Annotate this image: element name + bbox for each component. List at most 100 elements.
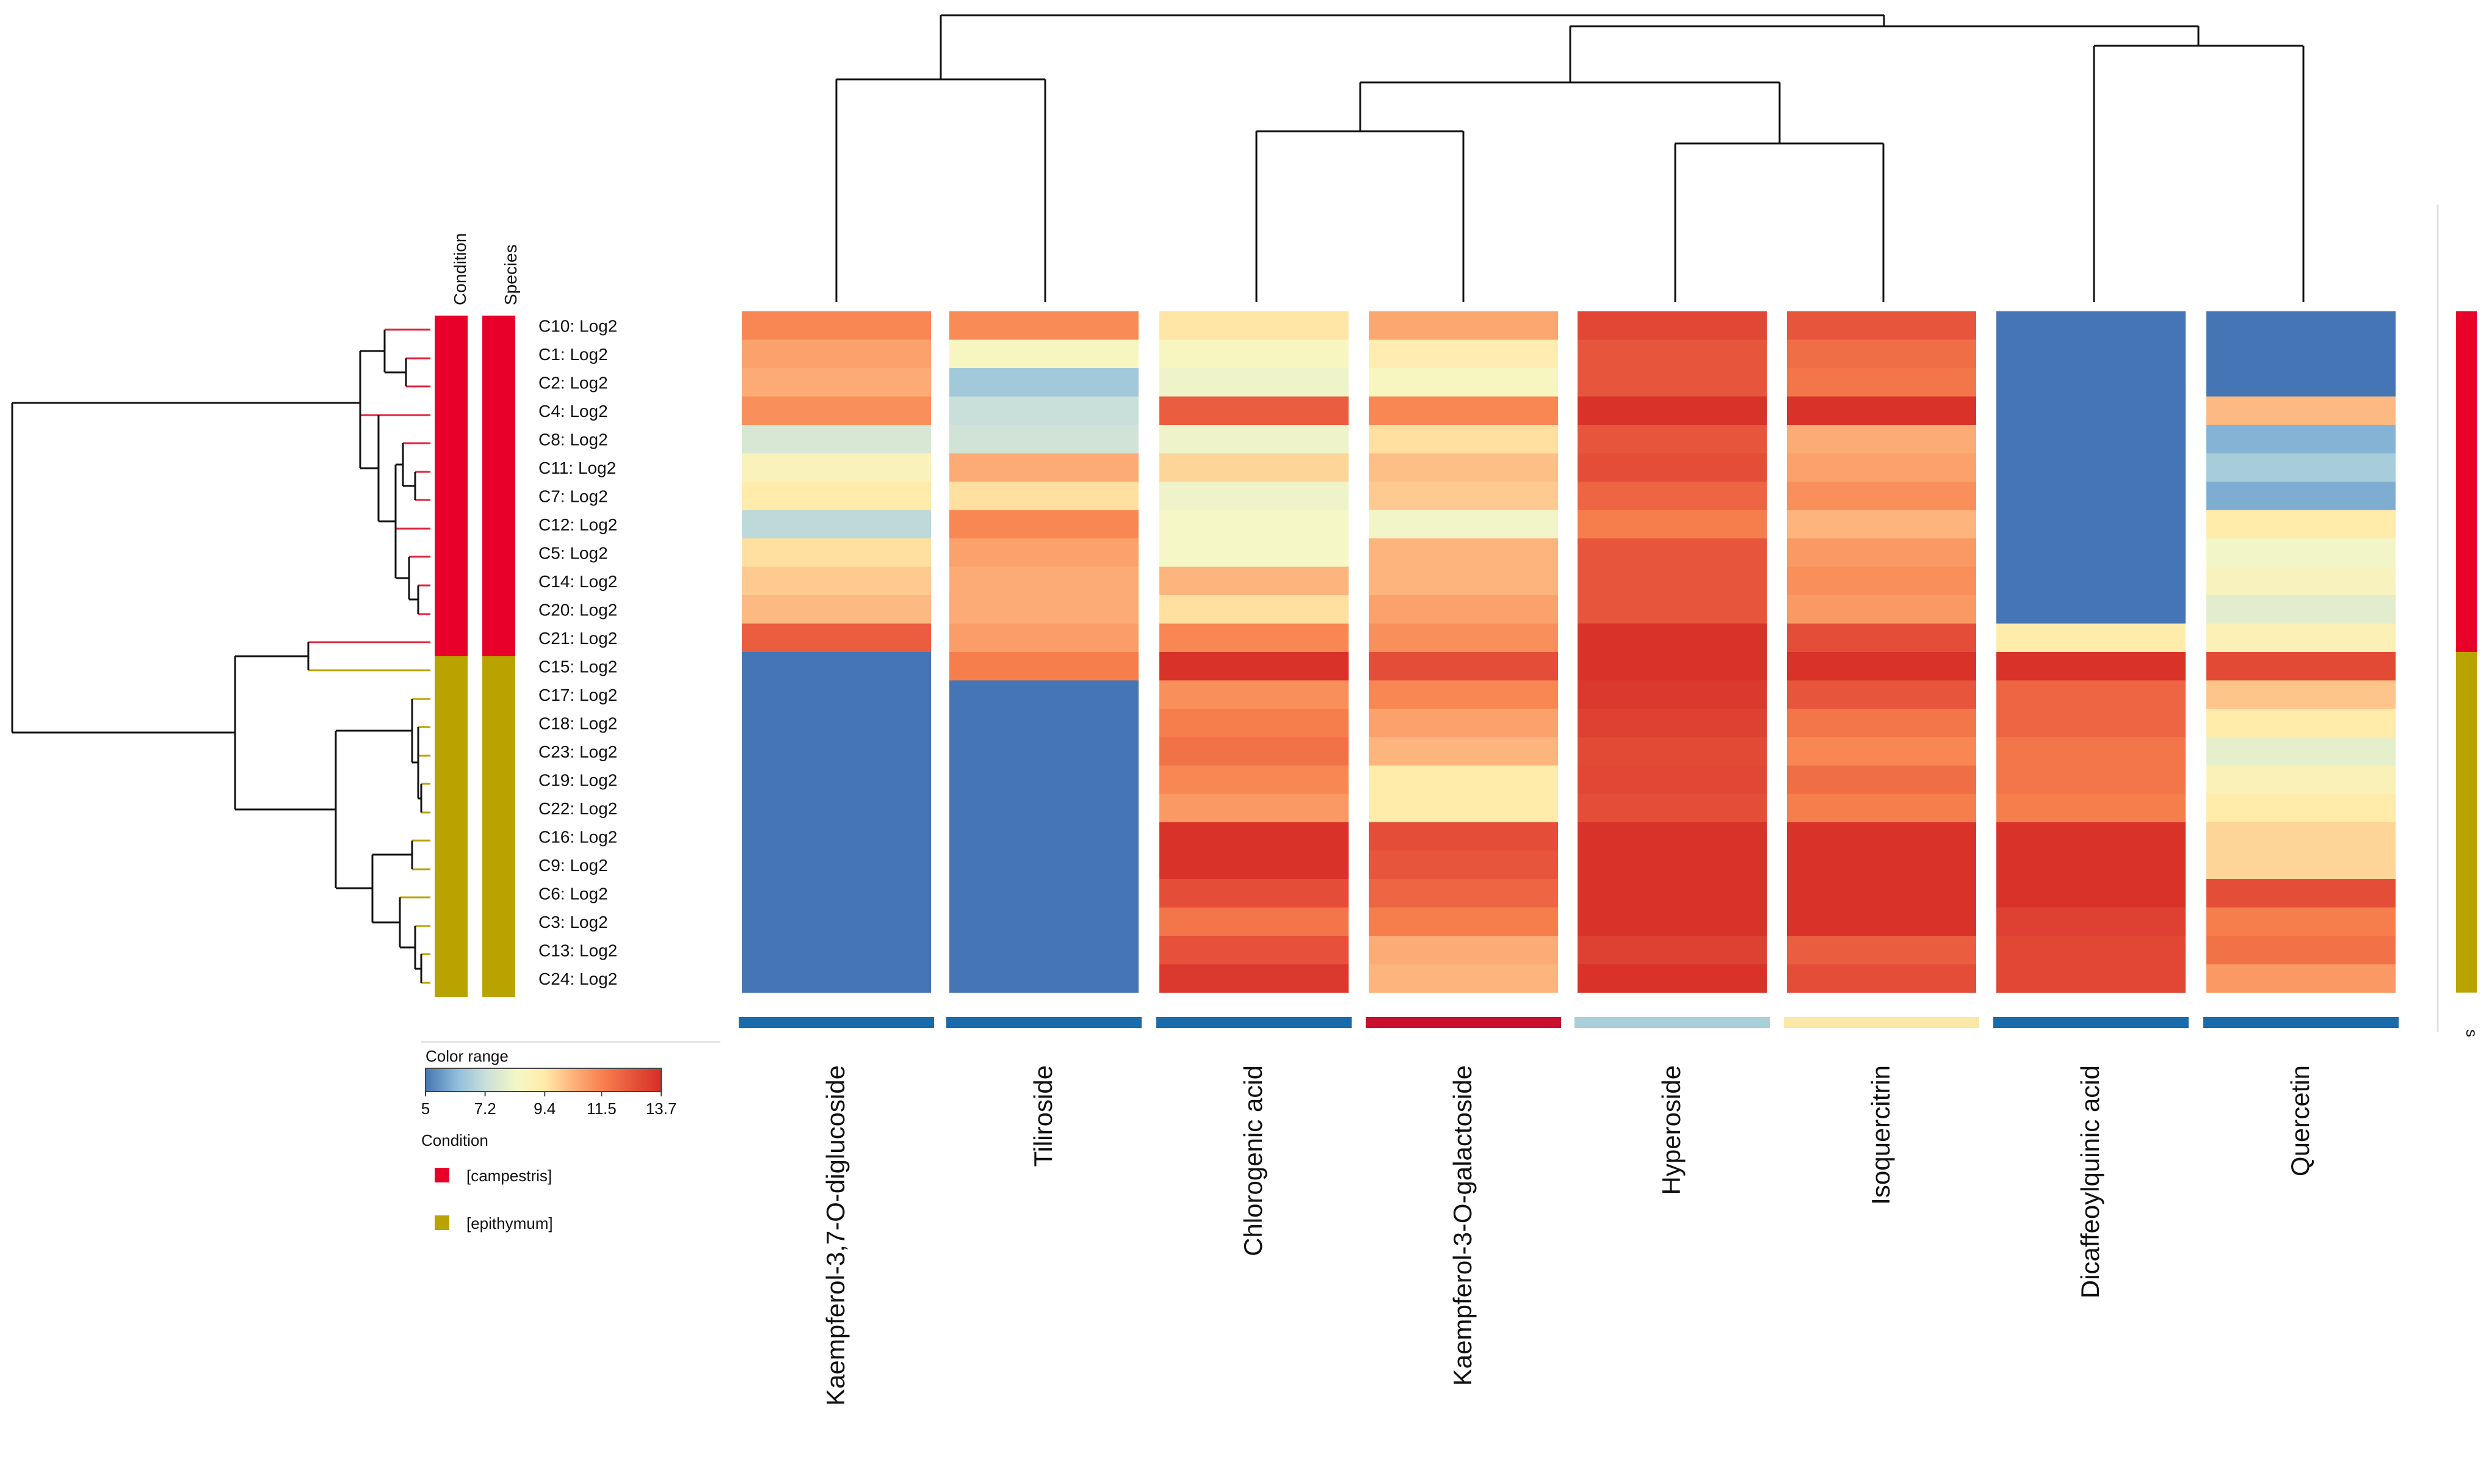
heatmap-cell — [1369, 680, 1558, 709]
side-strip-epithymum — [2456, 652, 2477, 993]
column-markers — [739, 1017, 2399, 1028]
species-track-label: Species — [501, 244, 520, 305]
heatmap-cell — [1369, 766, 1558, 795]
heatmap-cell — [2206, 709, 2396, 738]
heatmap-cell — [1996, 311, 2186, 341]
heatmap-cell — [1996, 737, 2186, 766]
heatmap-cell — [1369, 566, 1558, 596]
heatmap-cell — [1159, 737, 1349, 766]
heatmap-cell — [1369, 482, 1558, 511]
heatmap-cell — [2206, 595, 2396, 624]
column-marker — [1993, 1017, 2189, 1028]
heatmap-cell — [1159, 794, 1349, 823]
legend-ticks: 5 7.2 9.4 11.5 13.7 — [421, 1091, 676, 1118]
heatmap-cell — [2206, 538, 2396, 568]
row-label: C18: Log2 — [538, 714, 617, 733]
heatmap-cell — [1159, 907, 1349, 936]
heatmap-cell — [949, 737, 1139, 766]
column-marker — [2203, 1017, 2399, 1028]
heatmap-cells — [742, 311, 2396, 993]
heatmap-cell — [1578, 368, 1767, 397]
legend: Color range 5 7.2 9.4 11.5 13.7 Condition [c… — [421, 1041, 720, 1232]
row-dendrogram — [11, 328, 430, 984]
heatmap-cell — [2206, 680, 2396, 709]
heatmap-cell — [1996, 339, 2186, 369]
heatmap-cell — [1369, 737, 1558, 766]
heatmap-cell — [1578, 396, 1767, 425]
heatmap-cell — [1787, 453, 1976, 482]
row-label: C11: Log2 — [538, 458, 616, 477]
heatmap-cell — [1996, 879, 2186, 908]
heatmap-cell — [1369, 879, 1558, 908]
row-label: C5: Log2 — [538, 543, 608, 562]
heatmap-cell — [949, 652, 1139, 681]
heatmap-cell — [1996, 907, 2186, 936]
heatmap-cell — [1159, 482, 1349, 511]
heatmap-cell — [1159, 339, 1349, 369]
heatmap-cell — [1578, 936, 1767, 965]
heatmap-cell — [742, 311, 931, 341]
heatmap-cell — [2206, 311, 2396, 341]
heatmap-cell — [1159, 964, 1349, 993]
heatmap-cell — [742, 964, 931, 993]
heatmap-cell — [1578, 879, 1767, 908]
species-track-campestris — [482, 316, 515, 656]
heatmap-cell — [2206, 822, 2396, 852]
heatmap-cell — [949, 595, 1139, 624]
heatmap-cell — [1996, 822, 2186, 852]
row-label: C17: Log2 — [538, 686, 617, 704]
heatmap-cell — [1787, 311, 1976, 341]
heatmap-cell — [949, 396, 1139, 425]
heatmap-cell — [1787, 652, 1976, 681]
heatmap-cell — [949, 368, 1139, 397]
row-labels: C10: Log2 C1: Log2 C2: Log2 C4: Log2 C8: Log… — [538, 316, 617, 988]
heatmap-cell — [1996, 850, 2186, 880]
heatmap-cell — [742, 595, 931, 624]
heatmap-cell — [949, 623, 1139, 653]
heatmap-cell — [742, 822, 931, 852]
heatmap-cell — [2206, 850, 2396, 880]
heatmap-cell — [2206, 794, 2396, 823]
heatmap-cell — [1787, 850, 1976, 880]
heatmap-cell — [742, 936, 931, 965]
row-label: C7: Log2 — [538, 487, 608, 505]
heatmap-cell — [1159, 680, 1349, 709]
heatmap-cell — [1996, 652, 2186, 681]
heatmap-cell — [1159, 766, 1349, 795]
row-label: C19: Log2 — [538, 770, 617, 789]
heatmap-cell — [949, 964, 1139, 993]
heatmap-cell — [949, 482, 1139, 511]
heatmap-cell — [1369, 425, 1558, 454]
row-label: C13: Log2 — [538, 941, 617, 960]
heatmap-cell — [1578, 850, 1767, 880]
row-label: C15: Log2 — [538, 657, 617, 676]
heatmap-cell — [2206, 453, 2396, 482]
heatmap-cell — [1787, 766, 1976, 795]
heatmap-cell — [742, 850, 931, 880]
row-label: C12: Log2 — [538, 515, 617, 534]
heatmap-cell — [742, 794, 931, 823]
condition-track-label: Condition — [451, 233, 469, 305]
heatmap-cell — [1578, 510, 1767, 539]
heatmap-cell — [742, 538, 931, 568]
heatmap-cell — [1996, 709, 2186, 738]
heatmap-cell — [1159, 425, 1349, 454]
heatmap-cell — [1996, 453, 2186, 482]
heatmap-cell — [1578, 339, 1767, 369]
side-strip: s — [2436, 205, 2481, 1037]
heatmap-cell — [1159, 368, 1349, 397]
heatmap-cell — [1159, 879, 1349, 908]
heatmap-cell — [949, 453, 1139, 482]
heatmap-cell — [1787, 368, 1976, 397]
heatmap-cell — [1996, 396, 2186, 425]
heatmap-cell — [1996, 482, 2186, 511]
legend-color-bar — [425, 1068, 662, 1092]
heatmap-cell — [1159, 595, 1349, 624]
column-label: Dicaffeoylquinic acid — [2076, 1065, 2104, 1298]
heatmap-cell — [1996, 425, 2186, 454]
heatmap-cell — [949, 850, 1139, 880]
heatmap-cell — [1787, 737, 1976, 766]
heatmap-cell — [1369, 311, 1558, 341]
